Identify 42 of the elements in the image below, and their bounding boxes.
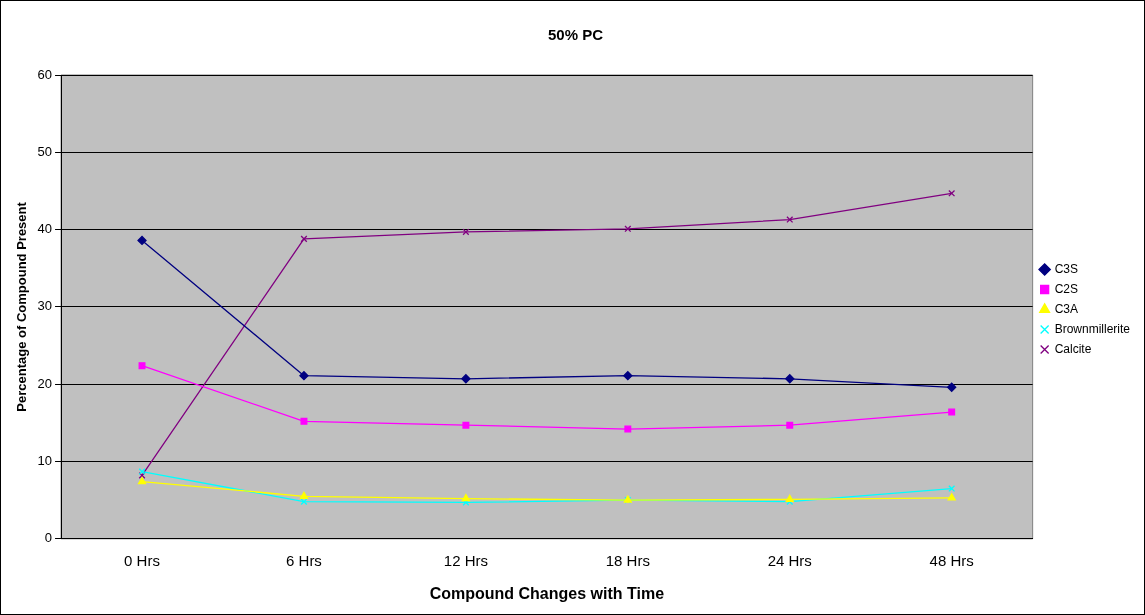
point xyxy=(785,494,794,503)
point xyxy=(299,491,309,499)
point xyxy=(785,374,795,384)
x-tick-label: 0 Hrs xyxy=(124,551,160,569)
point xyxy=(947,382,957,392)
point xyxy=(786,421,794,429)
y-tick-label: 40 xyxy=(37,221,53,237)
y-tick-label: 30 xyxy=(37,298,53,314)
point xyxy=(462,421,470,429)
x-tick-label: 12 Hrs xyxy=(443,551,488,569)
y-tick-label: 0 xyxy=(44,530,53,546)
x-tick-label: 48 Hrs xyxy=(929,551,974,569)
point xyxy=(137,235,147,246)
legend-label: Calcite xyxy=(1054,341,1092,356)
x-tick-label: 6 Hrs xyxy=(286,551,322,569)
y-axis-title: Percentage of Compound Present xyxy=(14,201,30,412)
point xyxy=(461,493,470,502)
legend-label: C2S xyxy=(1054,281,1078,296)
point xyxy=(624,425,632,433)
point xyxy=(138,362,146,370)
legend-label: C3A xyxy=(1054,301,1078,316)
y-tick-label: 60 xyxy=(37,66,53,82)
y-tick-label: 10 xyxy=(37,453,53,469)
point xyxy=(623,371,633,381)
x-axis-title: Compound Changes with Time xyxy=(429,584,665,602)
point xyxy=(300,498,308,506)
legend-label: Brownmillerite xyxy=(1054,321,1131,336)
point xyxy=(300,235,308,243)
point xyxy=(300,417,308,425)
point xyxy=(948,408,956,416)
legend-label: C3S xyxy=(1054,261,1078,276)
point xyxy=(137,476,147,485)
point xyxy=(786,216,794,224)
point xyxy=(947,493,956,501)
y-tick-label: 50 xyxy=(37,143,53,159)
point xyxy=(948,485,956,493)
x-tick-label: 18 Hrs xyxy=(605,551,650,569)
x-tick-label: 24 Hrs xyxy=(767,551,812,569)
y-tick-label: 20 xyxy=(37,375,53,391)
point xyxy=(299,371,309,381)
point xyxy=(461,374,471,384)
chart-title: 50% PC xyxy=(547,26,604,44)
